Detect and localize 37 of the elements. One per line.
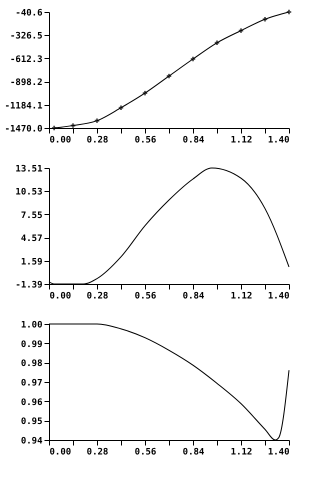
y-tick-label: 0.94 (20, 436, 44, 446)
y-tick-label: 0.98 (20, 359, 42, 370)
y-tick-label: 0.97 (20, 378, 42, 388)
y-tick-label: -898.2 (10, 78, 42, 88)
y-tick-label: 0.99 (20, 340, 42, 350)
y-tick-label: -612.3 (10, 54, 42, 65)
x-tick-label: 1.40 (268, 292, 290, 302)
y-tick-label: -40.6 (15, 8, 42, 18)
x-tick-label: 0.00 (50, 292, 72, 302)
y-tick-label: -1.39 (15, 280, 42, 290)
x-tick-label: 1.12 (230, 292, 252, 302)
y-tick-label: 10.53 (15, 188, 42, 198)
x-tick-label: 1.40 (268, 448, 290, 458)
y-tick-label: -1184.1 (4, 101, 42, 112)
y-tick-label: 0.96 (20, 398, 42, 408)
y-tick-label: 13.51 (15, 164, 42, 174)
y-tick-label: -326.5 (10, 32, 42, 42)
x-tick-label: 0.56 (134, 448, 156, 458)
y-tick-label: 4.57 (20, 234, 42, 244)
x-tick-label: 0.00 (50, 136, 72, 146)
y-tick-label: 1.00 (20, 320, 42, 330)
x-tick-label: 1.12 (230, 136, 252, 146)
x-tick-label: 0.28 (86, 292, 108, 302)
y-tick-label: -1470.0 (4, 124, 42, 134)
y-tick-label: 1.59 (20, 257, 42, 268)
x-tick-label: 0.84 (182, 136, 205, 146)
x-tick-label: 0.84 (182, 448, 205, 458)
x-tick-label: 0.56 (134, 136, 156, 146)
x-tick-label: 0.84 (182, 292, 205, 302)
x-tick-label: 0.28 (86, 448, 108, 458)
x-tick-label: 1.12 (230, 448, 252, 458)
x-tick-label: 0.56 (134, 292, 156, 302)
x-tick-label: 0.00 (50, 448, 72, 458)
y-tick-label: 0.95 (20, 417, 42, 428)
x-tick-label: 1.40 (268, 136, 290, 146)
y-tick-label: 7.55 (20, 210, 42, 221)
x-tick-label: 0.28 (86, 136, 108, 146)
